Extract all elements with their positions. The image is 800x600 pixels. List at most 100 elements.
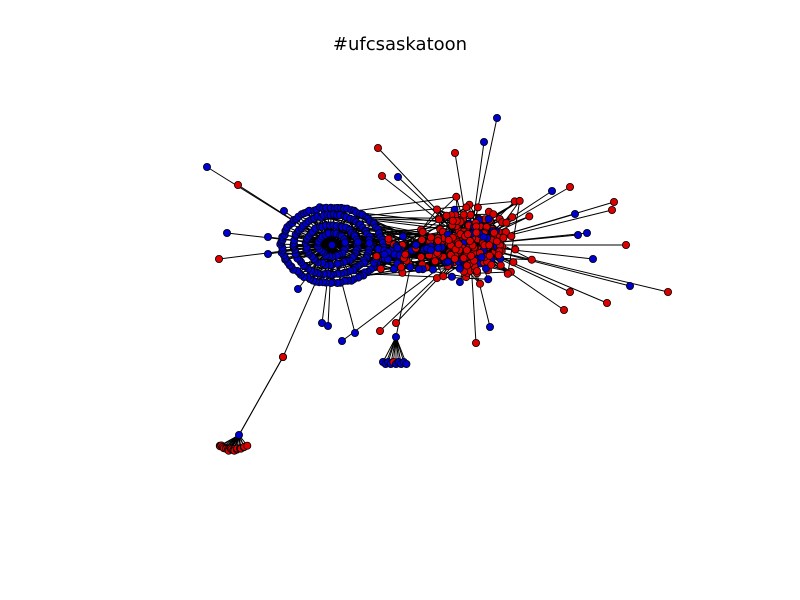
graph-node-red <box>608 205 617 214</box>
graph-node-red <box>499 233 508 242</box>
graph-node-red <box>417 235 426 244</box>
graph-node-blue <box>380 250 389 259</box>
graph-node-red <box>376 264 385 273</box>
graph-node-blue <box>354 238 363 247</box>
graph-node-red <box>490 228 499 237</box>
graph-node-blue <box>626 281 635 290</box>
graph-node-red <box>278 352 287 361</box>
graph-node-red <box>496 261 505 270</box>
graph-node-blue <box>571 209 580 218</box>
graph-node-blue <box>391 332 400 341</box>
graph-node-red <box>503 269 512 278</box>
graph-node-blue <box>477 253 486 262</box>
graph-node-red <box>442 211 451 220</box>
graph-node-blue <box>484 215 493 224</box>
edges-layer <box>206 117 669 451</box>
graph-node-red <box>487 260 496 269</box>
graph-node-red <box>472 228 481 237</box>
graph-node-red <box>475 279 484 288</box>
graph-node-blue <box>485 322 494 331</box>
graph-node-red <box>489 210 498 219</box>
graph-node-red <box>515 196 524 205</box>
graph-node-blue <box>574 230 583 239</box>
graph-node-blue <box>589 254 598 263</box>
graph-node-blue <box>411 240 420 249</box>
graph-node-red <box>467 251 476 260</box>
graph-node-blue <box>447 272 456 281</box>
graph-node-red <box>485 241 494 250</box>
graph-node-blue <box>426 246 435 255</box>
graph-node-red <box>472 266 481 275</box>
graph-node-red <box>463 230 472 239</box>
graph-node-red <box>377 171 386 180</box>
graph-node-red <box>444 236 453 245</box>
graph-node-red <box>448 216 457 225</box>
graph-node-red <box>527 255 536 264</box>
graph-node-red <box>243 441 252 450</box>
graph-node-red <box>375 326 384 335</box>
graph-node-red <box>432 205 441 214</box>
graph-node-red <box>450 148 459 157</box>
graph-node-red <box>459 210 468 219</box>
graph-node-red <box>566 182 575 191</box>
graph-edge <box>238 356 284 436</box>
graph-node-red <box>509 258 518 267</box>
graph-node-red <box>233 180 242 189</box>
graph-node-red <box>214 254 223 263</box>
graph-node-blue <box>583 228 592 237</box>
graph-node-blue <box>393 243 402 252</box>
graph-node-red <box>426 233 435 242</box>
graph-node-blue <box>428 265 437 274</box>
graph-title: #ufcsaskatoon <box>332 34 468 55</box>
graph-node-red <box>511 245 520 254</box>
graph-node-blue <box>234 430 243 439</box>
graph-edge <box>331 244 356 334</box>
graph-node-red <box>418 227 427 236</box>
graph-node-red <box>492 237 501 246</box>
graph-node-blue <box>337 336 346 345</box>
graph-edge <box>382 336 397 363</box>
graph-node-red <box>494 251 503 260</box>
graph-node-red <box>439 272 448 281</box>
graph-node-red <box>372 252 381 261</box>
graph-node-blue <box>484 275 493 284</box>
graph-node-blue <box>399 232 408 241</box>
graph-node-red <box>454 240 463 249</box>
graph-node-red <box>508 213 517 222</box>
graph-node-blue <box>279 206 288 215</box>
graph-node-blue <box>455 264 464 273</box>
graph-node-red <box>417 252 426 261</box>
graph-node-blue <box>202 162 211 171</box>
graph-node-red <box>664 287 673 296</box>
graph-node-red <box>622 240 631 249</box>
graph-node-blue <box>365 239 374 248</box>
graph-node-blue <box>402 359 411 368</box>
graph-node-blue <box>479 137 488 146</box>
graph-node-blue <box>414 265 423 274</box>
graph-node-red <box>471 338 480 347</box>
graph-node-red <box>462 261 471 270</box>
graph-node-blue <box>455 278 464 287</box>
graph-node-red <box>459 254 468 263</box>
graph-node-red <box>384 234 393 243</box>
graph-node-red <box>452 192 461 201</box>
graph-node-blue <box>327 240 336 249</box>
graph-node-blue <box>340 238 349 247</box>
graph-node-blue <box>323 321 332 330</box>
graph-node-red <box>433 236 442 245</box>
graph-node-red <box>610 197 619 206</box>
graph-node-red <box>401 250 410 259</box>
graph-node-red <box>473 203 482 212</box>
graph-node-blue <box>350 328 359 337</box>
graph-node-blue <box>492 114 501 123</box>
graph-node-blue <box>443 257 452 266</box>
graph-node-red <box>603 298 612 307</box>
graph-edge <box>237 184 333 246</box>
graph-node-red <box>391 318 400 327</box>
graph-node-red <box>465 236 474 245</box>
graph-node-red <box>450 254 459 263</box>
graph-node-red <box>462 246 471 255</box>
graph-node-red <box>507 232 516 241</box>
graph-node-red <box>397 263 406 272</box>
